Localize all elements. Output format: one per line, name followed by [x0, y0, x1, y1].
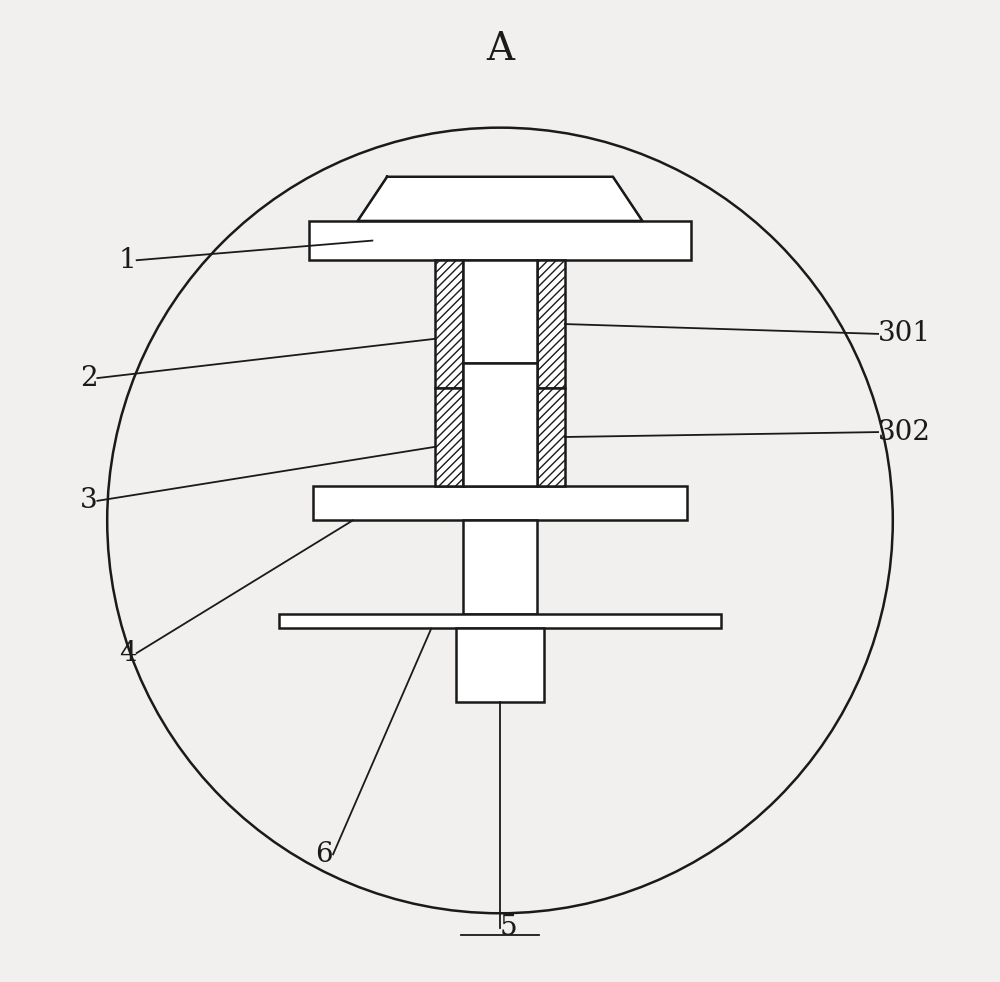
Text: 2: 2	[80, 364, 97, 392]
Text: 302: 302	[878, 418, 931, 446]
Polygon shape	[358, 177, 642, 221]
Text: 4: 4	[119, 639, 137, 667]
Text: A: A	[486, 30, 514, 68]
Bar	[279, 614, 721, 628]
Bar	[435, 388, 463, 486]
Text: 5: 5	[500, 914, 518, 942]
Bar	[456, 628, 544, 702]
Bar	[463, 260, 537, 363]
Bar	[537, 388, 565, 486]
Bar	[313, 486, 687, 520]
Text: 6: 6	[315, 841, 333, 868]
Text: 3: 3	[80, 487, 97, 515]
Bar	[463, 363, 537, 486]
Text: 301: 301	[878, 320, 931, 348]
Bar	[435, 260, 463, 388]
Bar	[537, 260, 565, 388]
Bar	[309, 221, 691, 260]
Text: 1: 1	[119, 246, 137, 274]
Bar	[463, 520, 537, 614]
